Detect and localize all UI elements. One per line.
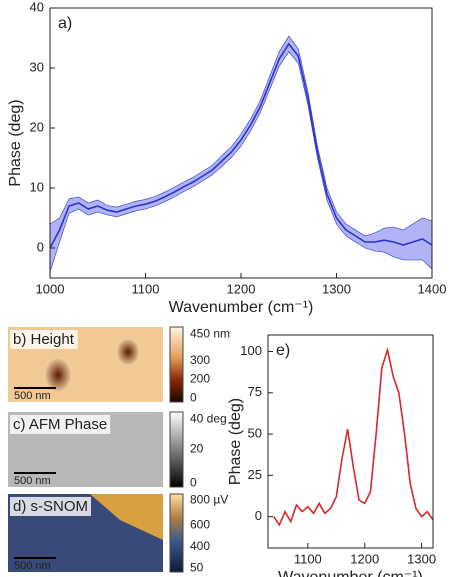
colorbar	[169, 493, 184, 573]
error-band	[49, 35, 433, 273]
y-tick-label: 75	[248, 384, 262, 399]
scale-bar-label: 500 nm	[14, 475, 51, 487]
x-tick-label: 1100	[132, 281, 160, 296]
image-label: d) s-SNOM	[13, 498, 88, 515]
colorbar-label: 50	[190, 560, 204, 574]
panel-label: a)	[58, 15, 72, 32]
x-tick-label: 1300	[322, 281, 351, 296]
x-tick-label: 1200	[350, 551, 379, 566]
x-tick-label: 1200	[227, 281, 256, 296]
height-feature	[116, 338, 140, 366]
colorbar-label: 0	[190, 475, 197, 489]
snom-feature	[90, 494, 163, 540]
x-tick-label: 1400	[418, 281, 447, 296]
y-tick-label: 25	[248, 467, 262, 482]
y-axis-label: Phase (deg)	[227, 398, 244, 485]
y-tick-label: 10	[30, 179, 44, 194]
line	[49, 42, 433, 249]
x-tick-label: 1000	[36, 281, 65, 296]
y-tick-label: 30	[30, 59, 44, 74]
colorbar-label: 20	[190, 442, 204, 456]
x-axis-label: Wavenumber (cm⁻¹)	[169, 299, 314, 316]
scale-bar-label: 500 nm	[14, 390, 51, 402]
plot-frame	[267, 334, 434, 549]
x-tick-label: 1100	[294, 551, 322, 566]
colorbar	[169, 411, 184, 488]
y-tick-label: 20	[30, 119, 44, 134]
colorbar-label: 40 deg	[190, 412, 227, 426]
image-label: b) Height	[13, 331, 75, 348]
colorbar-label: 400	[190, 539, 210, 553]
height-feature	[44, 357, 72, 393]
image-label-bg	[10, 496, 91, 516]
y-tick-label: 0	[255, 508, 262, 523]
colorbar	[169, 326, 184, 403]
image-label-bg	[10, 329, 78, 349]
line	[273, 346, 434, 527]
colorbar-label: 300	[190, 353, 210, 367]
colorbar-label: 0	[190, 390, 197, 404]
image-label-bg	[10, 414, 111, 434]
y-axis-label: Phase (deg)	[7, 99, 24, 186]
colorbar-label: 450 nm	[190, 327, 230, 341]
y-tick-label: 100	[240, 343, 262, 358]
y-tick-label: 0	[37, 239, 44, 254]
scale-bar-label: 500 nm	[14, 560, 51, 572]
panel-label: e)	[276, 342, 290, 359]
image-label: c) AFM Phase	[13, 416, 107, 433]
x-tick-label: 1300	[407, 551, 436, 566]
colorbar-label: 800 µV	[190, 492, 228, 506]
y-tick-label: 40	[30, 0, 44, 14]
y-tick-label: 50	[248, 426, 262, 441]
colorbar-label: 600	[190, 517, 210, 531]
x-axis-label: Wavenumber (cm⁻¹)	[278, 569, 423, 577]
colorbar-label: 200	[190, 372, 210, 386]
